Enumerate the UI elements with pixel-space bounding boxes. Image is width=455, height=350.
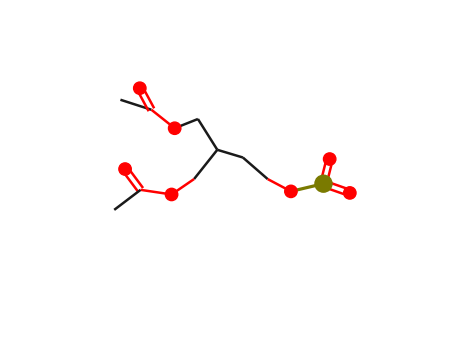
Circle shape [324, 153, 336, 165]
Circle shape [344, 187, 356, 199]
Circle shape [285, 185, 297, 197]
Circle shape [315, 175, 332, 192]
Circle shape [168, 122, 181, 134]
Circle shape [134, 82, 146, 94]
Circle shape [119, 163, 131, 175]
Circle shape [165, 188, 178, 201]
